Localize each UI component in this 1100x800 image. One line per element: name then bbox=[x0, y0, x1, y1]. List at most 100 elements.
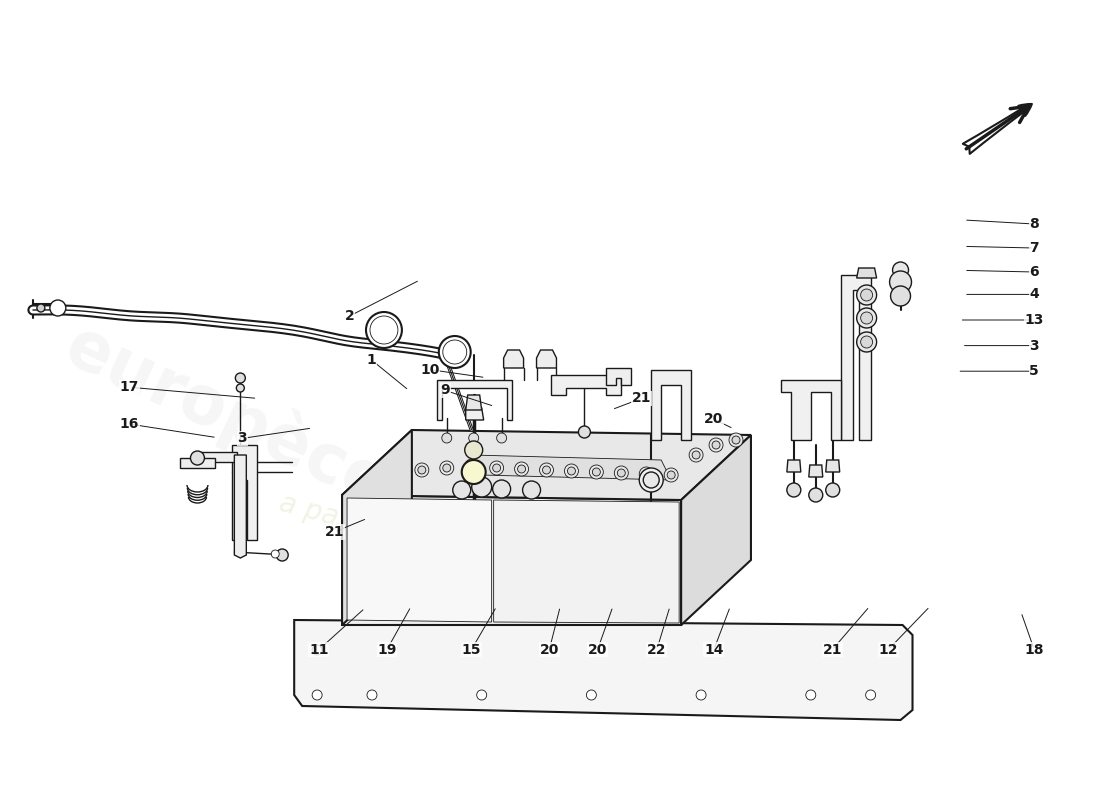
Circle shape bbox=[808, 488, 823, 502]
Polygon shape bbox=[342, 430, 411, 625]
Circle shape bbox=[496, 433, 507, 443]
Circle shape bbox=[891, 286, 911, 306]
Text: 5: 5 bbox=[1030, 364, 1040, 378]
Polygon shape bbox=[294, 620, 913, 720]
Text: 2: 2 bbox=[344, 309, 354, 323]
Circle shape bbox=[890, 271, 912, 293]
Polygon shape bbox=[180, 458, 216, 468]
Circle shape bbox=[442, 433, 452, 443]
Polygon shape bbox=[840, 275, 870, 440]
Circle shape bbox=[857, 332, 877, 352]
Polygon shape bbox=[606, 368, 631, 385]
Circle shape bbox=[857, 285, 877, 305]
Text: 21: 21 bbox=[823, 642, 843, 657]
Circle shape bbox=[639, 468, 663, 492]
Text: 20: 20 bbox=[704, 412, 724, 426]
Circle shape bbox=[866, 690, 876, 700]
Text: 13: 13 bbox=[1024, 313, 1044, 327]
Polygon shape bbox=[346, 498, 492, 622]
Polygon shape bbox=[465, 395, 482, 410]
Circle shape bbox=[440, 461, 454, 475]
Circle shape bbox=[564, 464, 579, 478]
Polygon shape bbox=[781, 380, 840, 440]
Circle shape bbox=[370, 316, 398, 344]
Circle shape bbox=[593, 468, 601, 476]
Circle shape bbox=[786, 483, 801, 497]
Circle shape bbox=[453, 481, 471, 499]
Circle shape bbox=[515, 462, 529, 476]
Polygon shape bbox=[651, 370, 691, 440]
Polygon shape bbox=[232, 445, 257, 540]
Polygon shape bbox=[857, 268, 877, 278]
Polygon shape bbox=[437, 380, 512, 420]
Circle shape bbox=[892, 262, 909, 278]
Polygon shape bbox=[342, 430, 751, 500]
Text: 22: 22 bbox=[647, 642, 667, 657]
Circle shape bbox=[586, 690, 596, 700]
Circle shape bbox=[579, 426, 591, 438]
Text: 11: 11 bbox=[309, 642, 329, 657]
Text: 3: 3 bbox=[1030, 338, 1040, 353]
Circle shape bbox=[806, 690, 816, 700]
Circle shape bbox=[590, 465, 604, 479]
Text: 6: 6 bbox=[1030, 265, 1040, 279]
Circle shape bbox=[860, 312, 872, 324]
Text: 21: 21 bbox=[631, 391, 651, 406]
Circle shape bbox=[468, 462, 475, 470]
Circle shape bbox=[539, 463, 553, 477]
Polygon shape bbox=[786, 460, 801, 472]
Text: 19: 19 bbox=[377, 642, 397, 657]
Circle shape bbox=[50, 300, 66, 316]
Text: 20: 20 bbox=[587, 642, 607, 657]
Circle shape bbox=[668, 471, 675, 479]
Circle shape bbox=[857, 308, 877, 328]
Circle shape bbox=[542, 466, 550, 474]
Text: 14: 14 bbox=[704, 642, 724, 657]
Circle shape bbox=[439, 336, 471, 368]
Circle shape bbox=[860, 289, 872, 301]
Text: 21: 21 bbox=[324, 525, 344, 539]
Polygon shape bbox=[465, 408, 484, 420]
Circle shape bbox=[464, 441, 483, 459]
Circle shape bbox=[518, 465, 526, 473]
Circle shape bbox=[272, 550, 279, 558]
Text: 20: 20 bbox=[540, 642, 559, 657]
Polygon shape bbox=[234, 455, 246, 558]
Text: 18: 18 bbox=[1024, 642, 1044, 657]
Text: 10: 10 bbox=[420, 362, 439, 377]
Circle shape bbox=[464, 459, 478, 473]
Circle shape bbox=[462, 460, 486, 484]
Circle shape bbox=[732, 436, 740, 444]
Circle shape bbox=[493, 464, 500, 472]
Text: 7: 7 bbox=[1030, 241, 1040, 255]
Circle shape bbox=[639, 467, 653, 481]
Text: 4: 4 bbox=[1030, 287, 1040, 302]
Polygon shape bbox=[681, 435, 751, 625]
Text: 15: 15 bbox=[462, 642, 481, 657]
Circle shape bbox=[312, 690, 322, 700]
Circle shape bbox=[236, 384, 244, 392]
Polygon shape bbox=[826, 460, 839, 472]
Circle shape bbox=[235, 373, 245, 383]
Polygon shape bbox=[198, 452, 238, 462]
Circle shape bbox=[190, 451, 205, 465]
Text: 17: 17 bbox=[120, 380, 139, 394]
Circle shape bbox=[493, 480, 510, 498]
Circle shape bbox=[472, 477, 492, 497]
Circle shape bbox=[644, 472, 659, 488]
Text: a passion: a passion bbox=[276, 490, 410, 550]
Circle shape bbox=[276, 549, 288, 561]
Circle shape bbox=[664, 468, 678, 482]
Text: 16: 16 bbox=[120, 417, 139, 431]
Text: 3: 3 bbox=[238, 431, 246, 446]
Circle shape bbox=[710, 438, 723, 452]
Polygon shape bbox=[551, 375, 622, 395]
Circle shape bbox=[443, 464, 451, 472]
Circle shape bbox=[689, 448, 703, 462]
Polygon shape bbox=[808, 465, 823, 477]
Circle shape bbox=[692, 451, 700, 459]
Circle shape bbox=[469, 433, 478, 443]
Circle shape bbox=[37, 304, 45, 312]
Text: 9: 9 bbox=[440, 383, 450, 398]
Polygon shape bbox=[494, 500, 679, 623]
